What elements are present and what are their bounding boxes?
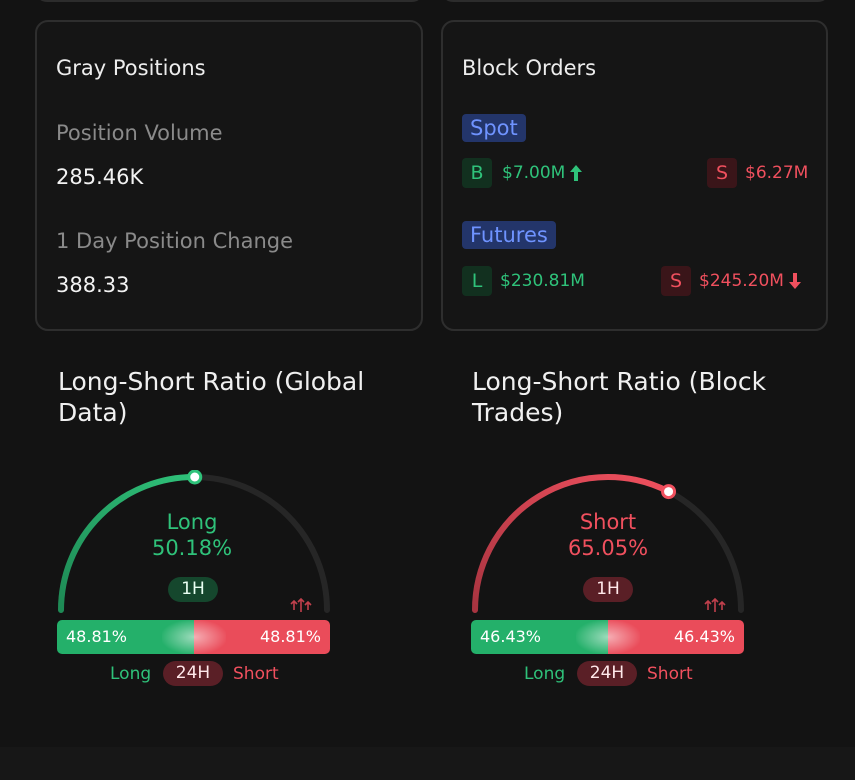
trend-arrows-icon	[704, 597, 726, 612]
global-bar-short-text: 48.81%	[259, 627, 321, 646]
block-ratio-title: Long-Short Ratio (Block Trades)	[472, 367, 767, 427]
global-bar-divider	[161, 620, 226, 654]
block-orders-title: Block Orders	[462, 56, 597, 80]
spot-sell-badge: S	[707, 158, 737, 188]
bottom-strip	[0, 747, 855, 780]
block-gauge-arc	[472, 474, 744, 613]
arrow-down-icon	[788, 273, 801, 289]
block-bar-divider	[575, 620, 640, 654]
block-bar-long-text: 46.43%	[480, 627, 542, 646]
global-gauge-progress	[58, 473, 198, 613]
global-period-button[interactable]: 24H	[163, 661, 223, 686]
position-volume-value: 285.46K	[56, 165, 144, 189]
spot-buy-badge: B	[462, 158, 492, 188]
arrow-up-icon	[570, 165, 583, 181]
global-ratio-title: Long-Short Ratio (Global Data)	[58, 367, 365, 427]
block-percent: 65.05%	[567, 536, 649, 560]
global-timeframe-button[interactable]: 1H	[168, 577, 218, 602]
spot-tag[interactable]: Spot	[462, 114, 526, 142]
block-gauge-knob	[661, 484, 677, 500]
block-legend-short: Short	[647, 664, 693, 684]
spot-buy-amount: $7.00M	[502, 163, 583, 183]
global-bar-long-text: 48.81%	[66, 627, 128, 646]
previous-card-edge-right	[441, 0, 830, 2]
block-legend-long: Long	[524, 664, 566, 684]
position-volume-label: Position Volume	[56, 121, 223, 145]
day-change-value: 388.33	[56, 273, 130, 297]
global-ratio-gauge[interactable]: Long 50.18% 1H 48.81% 48.81% Long 24H Sh…	[57, 470, 347, 690]
futures-long-amount: $230.81M	[500, 271, 585, 291]
spot-sell-amount: $6.27M	[745, 163, 809, 183]
trend-arrows-icon	[290, 597, 312, 612]
previous-card-edge-left	[35, 0, 424, 2]
futures-long-badge: L	[462, 266, 492, 296]
global-legend-short: Short	[233, 664, 279, 684]
global-gauge-arc	[58, 470, 330, 613]
futures-tag[interactable]: Futures	[462, 221, 556, 249]
block-timeframe-button[interactable]: 1H	[583, 577, 633, 602]
block-ratio-gauge[interactable]: Short 65.05% 1H 46.43% 46.43% Long 24H S…	[471, 470, 761, 690]
futures-short-amount: $245.20M	[699, 271, 802, 291]
gray-positions-card[interactable]: Gray Positions Position Volume 285.46K 1…	[35, 20, 423, 331]
global-gauge-knob	[187, 470, 203, 485]
futures-short-badge: S	[661, 266, 691, 296]
global-percent: 50.18%	[151, 536, 233, 560]
block-orders-card[interactable]: Block Orders Spot B $7.00M S $6.27M Futu…	[441, 20, 828, 331]
day-change-label: 1 Day Position Change	[56, 229, 294, 253]
block-period-button[interactable]: 24H	[577, 661, 637, 686]
global-ratio-bar: 48.81% 48.81%	[57, 620, 330, 654]
global-side-label: Long	[166, 510, 218, 534]
block-gauge-progress	[472, 474, 672, 613]
global-legend-long: Long	[110, 664, 152, 684]
block-ratio-bar: 46.43% 46.43%	[471, 620, 744, 654]
block-bar-short-text: 46.43%	[673, 627, 735, 646]
gray-positions-title: Gray Positions	[56, 56, 206, 80]
block-side-label: Short	[579, 510, 637, 534]
